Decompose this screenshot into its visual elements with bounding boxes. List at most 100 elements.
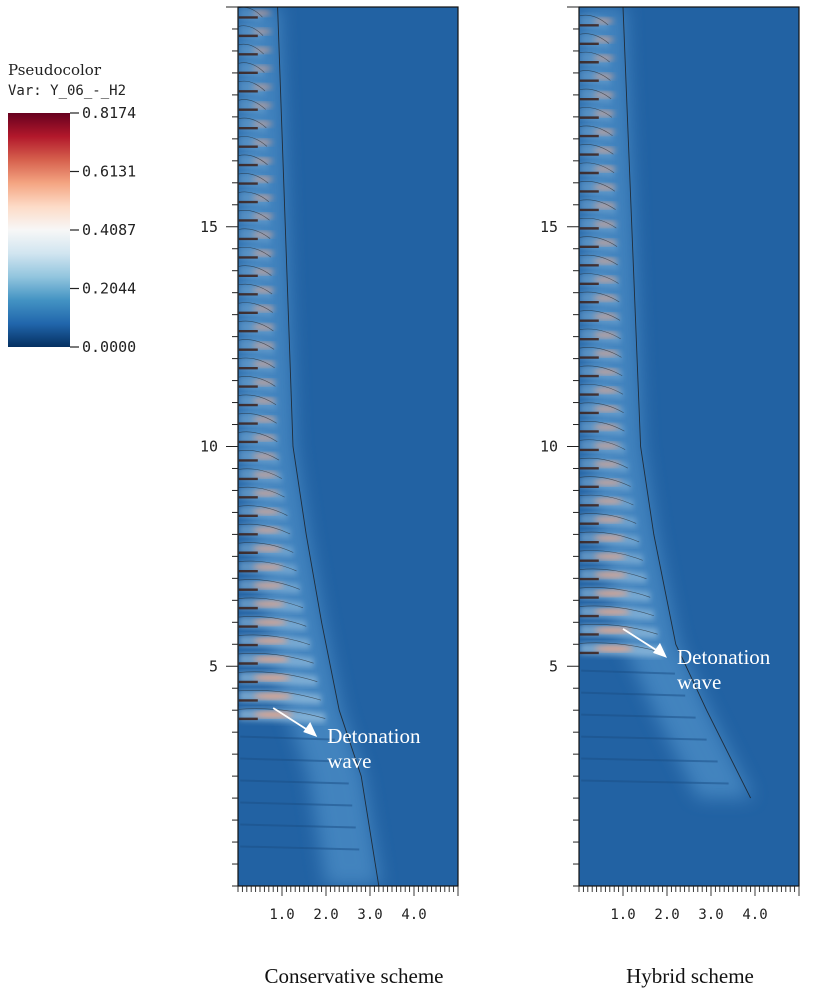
legend-title: Pseudocolor <box>8 61 102 79</box>
y-tick-label: 15 <box>200 218 218 236</box>
field-plot <box>579 7 799 886</box>
cell-stripe <box>238 7 272 22</box>
cell-stripe <box>579 550 643 565</box>
cell-stripe <box>238 25 272 40</box>
cell-stripe <box>238 247 275 262</box>
cell-stripe <box>579 217 617 233</box>
cell-stripe <box>238 523 291 539</box>
y-tick-label: 10 <box>540 438 558 456</box>
cell-stripe <box>238 43 272 59</box>
cell-stripe <box>579 439 626 454</box>
cell-stripe <box>238 560 297 576</box>
cell-stripe <box>579 457 628 473</box>
annotation-arrow <box>272 707 310 732</box>
cell-stripe <box>579 365 623 381</box>
cell-stripe <box>579 125 616 141</box>
cell-stripe <box>579 291 620 307</box>
cell-stripe <box>238 173 274 188</box>
cell-stripe <box>579 181 617 196</box>
colorbar-tick-label: 0.2044 <box>82 280 136 298</box>
annotation-line1: Detonation <box>677 645 771 669</box>
x-axis: 1.0 2.0 3.0 4.0 <box>578 886 800 923</box>
cell-stripe <box>238 671 318 686</box>
x-tick-label: 4.0 <box>742 907 767 923</box>
cell-stripe <box>579 144 616 159</box>
ripples <box>240 735 360 851</box>
panel-caption: Conservative scheme <box>264 964 443 988</box>
cell-stripe <box>238 597 304 613</box>
cell-stripe <box>579 402 624 417</box>
cell-stripe <box>579 347 622 362</box>
x-tick-label: 1.0 <box>610 907 635 923</box>
x-tick-label: 2.0 <box>313 907 338 923</box>
cell-stripe <box>579 421 625 436</box>
cell-stripe <box>238 210 274 225</box>
colorbar-ticks: 0.8174 0.6131 0.4087 0.2044 0.0000 <box>70 104 136 356</box>
y-tick-label: 10 <box>200 438 218 456</box>
front-glow <box>238 7 381 886</box>
cell-stripe <box>238 431 278 446</box>
front-contour <box>277 7 380 886</box>
cell-stripe <box>579 162 617 178</box>
legend-variable: Var: Y_06_-_H2 <box>8 83 126 99</box>
cell-stripe <box>238 228 275 243</box>
cell-stripe <box>238 320 276 336</box>
y-axis: 5 10 15 <box>200 6 238 887</box>
colorbar <box>8 113 70 347</box>
colorbar-legend: Pseudocolor Var: Y_06_-_H2 0.81740.61310… <box>8 61 136 356</box>
cell-stripe <box>238 265 275 280</box>
x-tick-label: 2.0 <box>654 907 679 923</box>
cell-stripe <box>579 51 615 67</box>
detonation-cells <box>238 7 326 723</box>
cell-stripe <box>238 62 272 77</box>
cell-stripe <box>238 505 288 520</box>
x-tick-label: 3.0 <box>698 907 723 923</box>
arrow-head <box>303 721 318 737</box>
cell-stripe <box>579 384 624 399</box>
cell-stripe <box>579 310 621 325</box>
colorbar-tick-label: 0.0000 <box>82 338 136 356</box>
cell-stripe <box>579 587 651 602</box>
cell-stripe <box>238 468 282 483</box>
cell-stripe <box>579 624 658 639</box>
cell-stripe <box>579 328 621 344</box>
cell-stripe <box>238 80 273 96</box>
cell-stripe <box>579 273 619 288</box>
cell-stripe <box>238 634 310 650</box>
cell-stripe <box>579 531 640 547</box>
cell-stripe <box>579 14 614 30</box>
annotation-arrow <box>622 628 660 653</box>
cell-stripe <box>238 99 273 114</box>
cell-stripe <box>238 136 273 151</box>
cell-stripe <box>238 413 277 428</box>
cell-stripe <box>579 254 618 270</box>
detonation-cells <box>579 14 663 657</box>
annotation-line2: wave <box>327 749 371 773</box>
cell-stripe <box>238 117 273 133</box>
cell-stripe <box>238 283 275 299</box>
colorbar-tick-label: 0.4087 <box>82 221 136 239</box>
cell-stripe <box>238 376 276 391</box>
cell-stripe <box>579 605 654 621</box>
panel-caption: Hybrid scheme <box>626 964 754 988</box>
x-tick-label: 1.0 <box>269 907 294 923</box>
cell-stripe <box>579 494 634 510</box>
cell-stripe <box>238 616 307 631</box>
cell-stripe <box>238 579 300 594</box>
cell-stripe <box>579 199 617 214</box>
cell-stripe <box>579 568 647 584</box>
y-tick-label: 5 <box>549 657 558 675</box>
cell-stripe <box>238 450 280 465</box>
x-axis: 1.0 2.0 3.0 4.0 <box>237 886 459 923</box>
cell-stripe <box>579 513 637 528</box>
front-contour <box>622 7 752 799</box>
cell-stripe <box>579 70 615 85</box>
x-tick-label: 3.0 <box>357 907 382 923</box>
cell-stripe <box>238 542 294 557</box>
cell-stripe <box>238 394 277 410</box>
cell-stripe <box>238 689 322 705</box>
annotation-line1: Detonation <box>327 724 421 748</box>
